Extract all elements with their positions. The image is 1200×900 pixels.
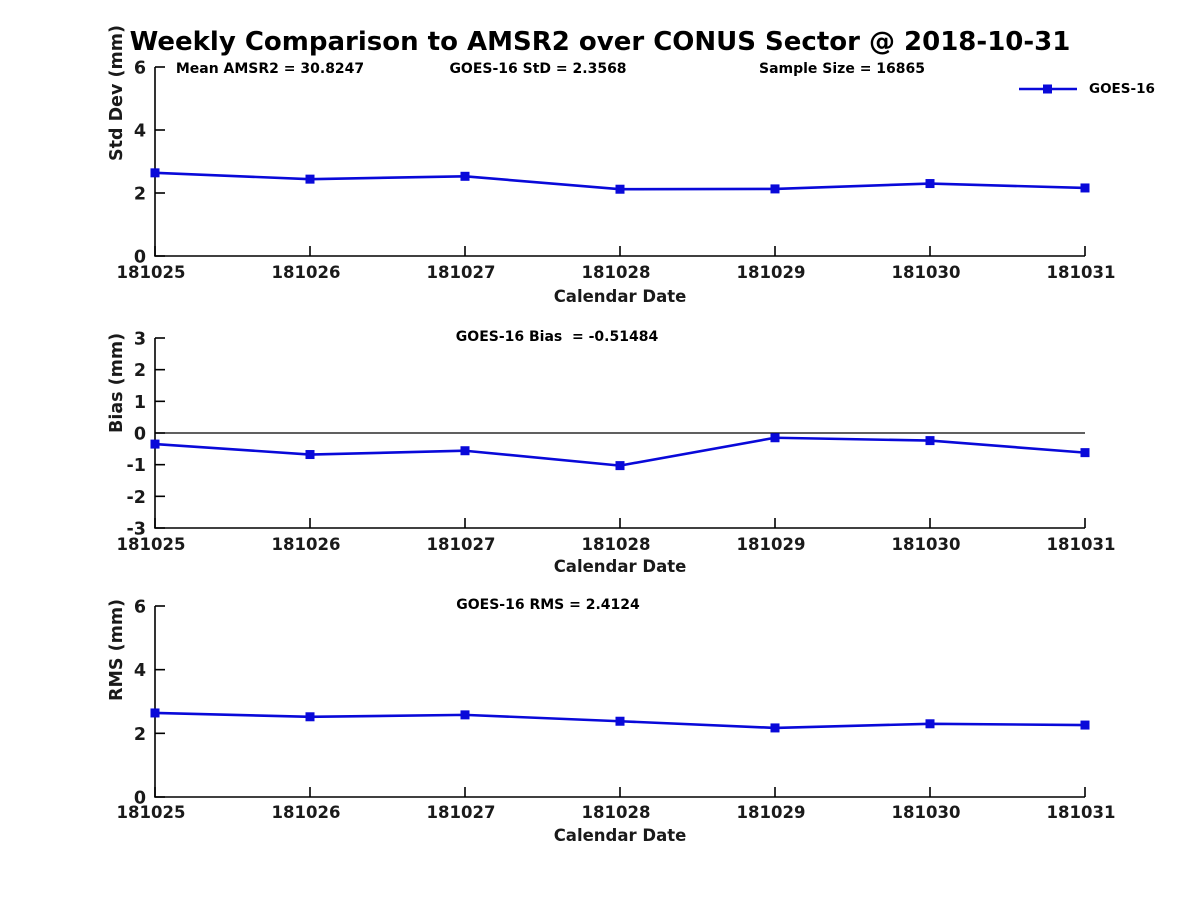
y-tick-label: 1: [134, 393, 146, 413]
x-tick-label: 181028: [582, 263, 651, 282]
y-tick-label: -2: [127, 488, 146, 508]
legend-line-sample-icon: [1019, 84, 1077, 94]
y-tick-label: 0: [134, 425, 146, 445]
data-point-marker: [615, 461, 625, 471]
x-tick-label: 181030: [892, 263, 961, 282]
y-tick-label: 3: [134, 330, 146, 350]
y-tick-label: 2: [134, 725, 146, 745]
data-point-marker: [925, 436, 935, 446]
rms-chart: 0 2 4 6 181025 181026 181027 181028 181029 181030…: [117, 598, 1116, 823]
x-tick-label: 181028: [582, 535, 651, 554]
rms-x-axis-label: Calendar Date: [553, 826, 687, 845]
data-point-marker: [615, 716, 625, 726]
data-point-marker: [305, 450, 315, 460]
x-tick-label: 181026: [272, 263, 341, 282]
goes16-bias-annotation: GOES-16 Bias = -0.51484: [455, 329, 659, 345]
x-tick-label: 181029: [737, 263, 806, 282]
x-tick-label: 181027: [427, 263, 496, 282]
mean-amsr2-annotation: Mean AMSR2 = 30.8247: [175, 61, 365, 77]
data-point-marker: [460, 710, 470, 720]
data-point-marker: [150, 168, 160, 178]
x-tick-label: 181031: [1047, 263, 1116, 282]
data-point-marker: [770, 184, 780, 194]
goes16-std-annotation: GOES-16 StD = 2.3568: [449, 61, 627, 77]
bias-x-axis-label: Calendar Date: [553, 557, 687, 576]
y-tick-label: 6: [134, 59, 146, 79]
x-tick-label: 181026: [272, 535, 341, 554]
y-tick-label: -3: [127, 520, 146, 540]
x-tick-label: 181029: [737, 535, 806, 554]
data-point-marker: [1080, 448, 1090, 458]
data-point-marker: [1080, 720, 1090, 730]
data-point-marker: [925, 179, 935, 189]
data-point-marker: [460, 446, 470, 456]
goes16-rms-annotation: GOES-16 RMS = 2.4124: [456, 597, 640, 613]
bias-chart: -3 -2 -1 0 1 2 3 181025 181026 181027 181028 181029…: [117, 330, 1116, 555]
std-dev-chart: 0 2 4 6 181025 181026 181027 181028 181029 181030…: [117, 59, 1116, 283]
data-point-marker: [150, 708, 160, 718]
y-tick-label: 4: [134, 122, 146, 142]
std-dev-x-axis-label: Calendar Date: [553, 287, 687, 306]
x-tick-label: 181025: [117, 535, 186, 554]
y-tick-label: 0: [134, 789, 146, 809]
data-point-marker: [770, 433, 780, 443]
data-point-marker: [305, 712, 315, 722]
legend: GOES-16: [1018, 81, 1155, 97]
y-tick-label: -1: [127, 456, 146, 476]
x-tick-label: 181031: [1047, 535, 1116, 554]
x-tick-label: 181026: [272, 803, 341, 822]
figure-title: Weekly Comparison to AMSR2 over CONUS Se…: [129, 27, 1071, 57]
x-tick-label: 181031: [1047, 803, 1116, 822]
x-tick-label: 181030: [892, 803, 961, 822]
x-tick-label: 181027: [427, 803, 496, 822]
x-tick-label: 181029: [737, 803, 806, 822]
data-point-marker: [1080, 183, 1090, 193]
x-tick-label: 181025: [117, 263, 186, 282]
data-point-marker: [925, 719, 935, 729]
x-tick-label: 181027: [427, 535, 496, 554]
x-tick-label: 181030: [892, 535, 961, 554]
legend-label: GOES-16: [1089, 81, 1155, 97]
y-tick-label: 2: [134, 361, 146, 381]
y-tick-label: 4: [134, 661, 146, 681]
data-point-marker: [460, 171, 470, 181]
y-tick-label: 6: [134, 598, 146, 618]
data-point-marker: [150, 439, 160, 449]
x-tick-label: 181028: [582, 803, 651, 822]
sample-size-annotation: Sample Size = 16865: [758, 61, 926, 77]
y-tick-label: 2: [134, 185, 146, 205]
data-point-marker: [770, 723, 780, 733]
x-tick-label: 181025: [117, 803, 186, 822]
y-tick-label: 0: [134, 248, 146, 268]
data-point-marker: [305, 174, 315, 184]
data-point-marker: [615, 184, 625, 194]
